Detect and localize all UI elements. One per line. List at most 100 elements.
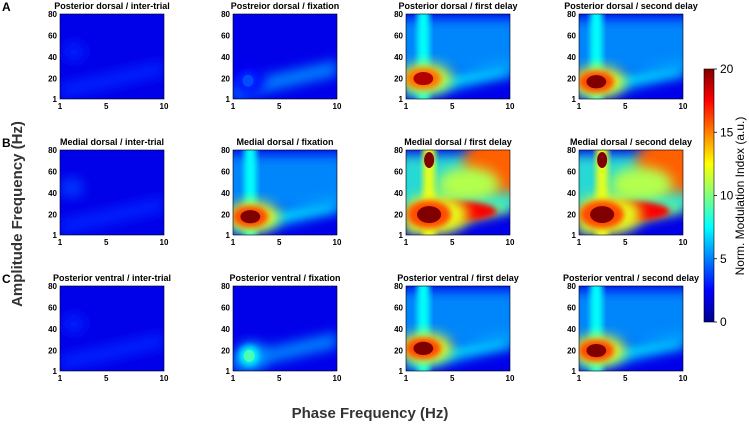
- colorbar: 0 5 10 15 20 Norm. Modulation Index (a.u.): [703, 62, 747, 329]
- y-tick-label: 80: [394, 146, 403, 155]
- y-tick-label: 40: [221, 325, 230, 334]
- heatmap-peak-core: [586, 343, 607, 358]
- heatmap-hotspot: [597, 152, 608, 168]
- panel-title: Posterior ventral / second delay: [563, 273, 699, 283]
- y-tick-label: 60: [567, 32, 576, 41]
- y-tick-label: 1: [53, 231, 58, 240]
- heatmap-ridge: [60, 332, 164, 371]
- heatmap-peak: [60, 177, 84, 198]
- x-tick-label: 10: [160, 374, 169, 383]
- heatmap-panel: Posterior ventral / first delay 1 20 40 60 80…: [394, 273, 519, 383]
- colorbar-tick-label: 15: [720, 125, 734, 139]
- heatmap-panel: Posterior ventral / second delay 1 20 40 60 8…: [563, 273, 699, 383]
- y-tick-label: 40: [48, 325, 57, 334]
- panel-title: Medial dorsal / fixation: [236, 137, 333, 147]
- y-tick-label: 60: [567, 168, 576, 177]
- heatmap-frame: [59, 13, 165, 100]
- heatmap-panels: Posterior dorsal / inter-trial 1 20 40 60 80 1…: [48, 1, 699, 383]
- y-tick-label: 60: [48, 168, 57, 177]
- colorbar-label: Norm. Modulation Index (a.u.): [733, 117, 747, 276]
- y-tick-label: 40: [394, 53, 403, 62]
- heatmap-frame: [578, 13, 684, 100]
- y-tick-label: 1: [572, 231, 577, 240]
- heatmap-peak-core: [413, 341, 434, 356]
- y-tick-label: 60: [221, 32, 230, 41]
- panel-title: Posterior ventral / inter-trial: [53, 273, 171, 283]
- panel-title: Posterior dorsal / second delay: [564, 1, 698, 11]
- heatmap-frame: [405, 149, 511, 236]
- x-tick-label: 5: [450, 374, 455, 383]
- heatmap-peak-core: [417, 206, 442, 223]
- y-tick-label: 60: [221, 304, 230, 313]
- y-tick-label: 20: [567, 75, 576, 84]
- y-tick-label: 1: [399, 231, 404, 240]
- y-tick-label: 80: [221, 146, 230, 155]
- heatmap-peak-core: [242, 74, 254, 87]
- y-tick-label: 80: [567, 146, 576, 155]
- y-tick-label: 40: [221, 53, 230, 62]
- heatmap-panel: Posterior dorsal / second delay 1 20 40 60 80…: [564, 1, 698, 111]
- row-label-c: C: [2, 272, 11, 286]
- x-tick-label: 1: [58, 374, 63, 383]
- y-tick-label: 40: [394, 189, 403, 198]
- y-tick-label: 1: [226, 95, 231, 104]
- y-tick-label: 80: [48, 146, 57, 155]
- x-axis-label: Phase Frequency (Hz): [292, 405, 449, 422]
- y-tick-label: 40: [48, 189, 57, 198]
- y-tick-label: 80: [48, 282, 57, 291]
- panel-title: Medial dorsal / first delay: [404, 137, 512, 147]
- heatmap-panel: Posterior ventral / fixation 1 20 40 60 80 1 5 1…: [221, 273, 342, 383]
- heatmap-hotspot: [437, 167, 500, 201]
- x-tick-label: 5: [623, 102, 628, 111]
- y-tick-label: 80: [221, 10, 230, 19]
- heatmap-field: [233, 154, 337, 210]
- y-tick-label: 80: [394, 10, 403, 19]
- x-tick-label: 1: [58, 102, 63, 111]
- heatmap-frame: [405, 285, 511, 372]
- y-tick-label: 80: [221, 282, 230, 291]
- x-tick-label: 10: [679, 102, 688, 111]
- heatmap-panel: Posterior dorsal / inter-trial 1 20 40 60 80 1…: [48, 1, 170, 111]
- panel-title: Posterior dorsal / first delay: [398, 1, 517, 11]
- heatmap-field: [579, 18, 683, 74]
- colorbar-tick-label: 10: [720, 189, 734, 203]
- heatmap-panel: Medial dorsal / first delay 1 20 40 60 80 1 5 10: [394, 137, 515, 247]
- y-tick-label: 60: [221, 168, 230, 177]
- y-tick-label: 1: [399, 367, 404, 376]
- colorbar-tick-label: 5: [720, 252, 727, 266]
- x-tick-label: 10: [333, 102, 342, 111]
- y-tick-label: 40: [567, 189, 576, 198]
- y-tick-label: 60: [394, 304, 403, 313]
- y-tick-label: 20: [48, 211, 57, 220]
- x-tick-label: 1: [577, 238, 582, 247]
- y-tick-label: 40: [221, 189, 230, 198]
- y-tick-label: 20: [567, 347, 576, 356]
- y-tick-label: 60: [394, 32, 403, 41]
- y-tick-label: 80: [567, 282, 576, 291]
- heatmap-hotspot: [610, 167, 673, 201]
- colorbar-tick-label: 20: [720, 62, 734, 76]
- y-tick-label: 80: [48, 10, 57, 19]
- y-tick-label: 40: [567, 325, 576, 334]
- y-tick-label: 20: [394, 75, 403, 84]
- y-tick-label: 80: [567, 10, 576, 19]
- heatmap-frame: [232, 285, 338, 372]
- y-tick-label: 20: [567, 211, 576, 220]
- x-tick-label: 10: [506, 374, 515, 383]
- y-tick-label: 60: [48, 304, 57, 313]
- heatmap-peak-core: [413, 71, 434, 86]
- heatmap-hotspot: [424, 152, 435, 168]
- x-tick-label: 1: [404, 102, 409, 111]
- x-tick-label: 10: [506, 102, 515, 111]
- x-tick-label: 1: [231, 238, 236, 247]
- heatmap-frame: [232, 149, 338, 236]
- x-tick-label: 5: [104, 238, 109, 247]
- heatmap-panel: Posterior dorsal / first delay 1 20 40 60 80 1…: [394, 1, 517, 111]
- y-tick-label: 20: [394, 347, 403, 356]
- x-tick-label: 5: [277, 238, 282, 247]
- y-tick-label: 1: [226, 231, 231, 240]
- y-tick-label: 1: [399, 95, 404, 104]
- heatmap-panel: Postreior dorsal / fixation 1 20 40 60 80 1 5 10: [221, 1, 342, 111]
- heatmap-peak-core: [586, 75, 607, 89]
